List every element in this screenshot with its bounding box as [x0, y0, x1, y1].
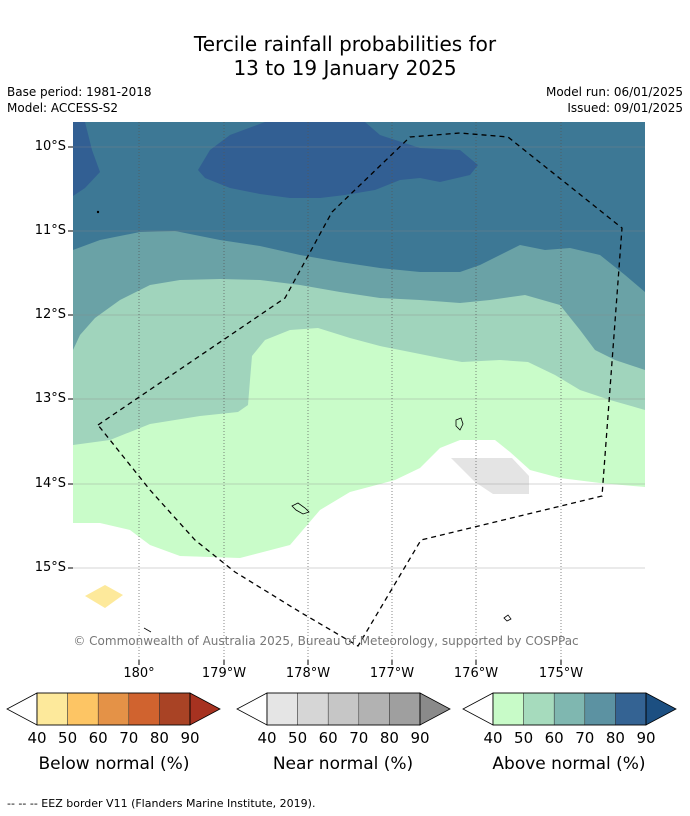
colorbar-segment	[584, 692, 616, 726]
lat-label: 12°S	[34, 307, 66, 322]
model-text: Model: ACCESS-S2	[7, 101, 119, 115]
island-dot	[96, 210, 100, 214]
figure-title: Tercile rainfall probabilities for 13 to…	[0, 32, 690, 80]
colorbar-left-arrow	[6, 692, 38, 726]
islands	[96, 210, 512, 633]
lon-label: 178°W	[285, 666, 331, 681]
colorbar-segment	[67, 692, 99, 726]
colorbar-segment	[97, 692, 130, 726]
colorbar-tick-label: 50	[58, 729, 78, 747]
issued-text: Issued: 09/01/2025	[567, 101, 683, 115]
above-normal-80-90-west-region	[73, 122, 100, 196]
island-wallis	[455, 417, 464, 431]
colorbar-segment	[492, 692, 524, 726]
below-normal-label: Below normal (%)	[38, 754, 190, 774]
colorbar-segment	[297, 692, 329, 726]
colorbar-right-arrow	[645, 692, 677, 726]
lon-tick-marks	[138, 660, 562, 665]
colorbar-right-arrow	[419, 692, 451, 726]
island-south	[503, 614, 512, 622]
colorbar-tick-label: 90	[410, 729, 430, 747]
colorbar-tick-label: 80	[605, 729, 625, 747]
near-normal-region	[451, 458, 529, 494]
colorbar-segment	[36, 692, 68, 726]
colorbar-tick-label: 60	[88, 729, 108, 747]
lat-label: 13°S	[34, 391, 66, 406]
lat-label: 15°S	[34, 560, 66, 575]
title-line-2: 13 to 19 January 2025	[233, 56, 457, 80]
colorbar-tick-label: 90	[636, 729, 656, 747]
colorbar-segment	[327, 692, 360, 726]
colorbar-outline	[492, 692, 647, 726]
colorbar-outline	[266, 692, 421, 726]
meta-right: Model run: 06/01/2025 Issued: 09/01/2025	[546, 84, 683, 116]
near-normal-colorbar	[236, 692, 451, 726]
lon-label: 180°	[123, 666, 155, 681]
below-normal-colorbar	[6, 692, 221, 726]
colorbar-tick-label: 80	[379, 729, 399, 747]
lat-label: 11°S	[34, 223, 66, 238]
above-normal-colorbar	[462, 692, 677, 726]
colorbar-tick-label: 80	[149, 729, 169, 747]
colorbar-segment	[266, 692, 298, 726]
colorbar-tick-label: 60	[318, 729, 338, 747]
colorbar-segment	[159, 692, 191, 726]
lon-label: 175°W	[538, 666, 584, 681]
colorbar-segment	[615, 692, 647, 726]
island-futuna	[291, 502, 310, 515]
lat-tick-marks	[68, 146, 73, 569]
title-line-1: Tercile rainfall probabilities for	[193, 32, 497, 56]
colorbar-tick-label: 70	[575, 729, 595, 747]
colorbar-segment	[523, 692, 555, 726]
above-normal-80-90-region	[198, 122, 478, 198]
colorbar-tick-label: 40	[27, 729, 47, 747]
colorbar-tick-label: 70	[349, 729, 369, 747]
island-west	[143, 627, 152, 633]
lat-label: 14°S	[34, 476, 66, 491]
copyright-text: © Commonwealth of Australia 2025, Bureau…	[73, 634, 578, 648]
lon-label: 177°W	[369, 666, 415, 681]
eez-border	[97, 132, 623, 647]
above-normal-label: Above normal (%)	[492, 754, 646, 774]
colorbar-outline	[36, 692, 191, 726]
lon-label: 176°W	[453, 666, 499, 681]
colorbar-segment	[128, 692, 160, 726]
colorbar-tick-label: 50	[514, 729, 534, 747]
lon-label: 179°W	[201, 666, 247, 681]
model-run-text: Model run: 06/01/2025	[545, 85, 683, 99]
colorbar-segment	[358, 692, 390, 726]
eez-footnote: -- -- -- EEZ border V11 (Flanders Marine…	[7, 797, 316, 810]
colorbar-segment	[389, 692, 421, 726]
colorbar-segment	[553, 692, 586, 726]
lat-label: 10°S	[34, 139, 66, 154]
base-period-text: Base period: 1981-2018	[7, 85, 152, 99]
colorbar-left-arrow	[236, 692, 268, 726]
colorbar-left-arrow	[462, 692, 494, 726]
near-normal-label: Near normal (%)	[272, 754, 414, 774]
meta-left: Base period: 1981-2018 Model: ACCESS-S2	[7, 84, 152, 116]
colorbar-tick-label: 50	[288, 729, 308, 747]
below-normal-region	[85, 585, 123, 608]
colorbar-tick-label: 90	[180, 729, 200, 747]
colorbar-tick-label: 40	[483, 729, 503, 747]
colorbar-tick-label: 70	[119, 729, 139, 747]
colorbar-tick-label: 40	[257, 729, 277, 747]
latitude-gridlines	[73, 146, 645, 569]
colorbar-right-arrow	[189, 692, 221, 726]
probability-map: © Commonwealth of Australia 2025, Bureau…	[73, 122, 645, 660]
colorbars	[6, 692, 677, 726]
colorbar-tick-label: 60	[544, 729, 564, 747]
